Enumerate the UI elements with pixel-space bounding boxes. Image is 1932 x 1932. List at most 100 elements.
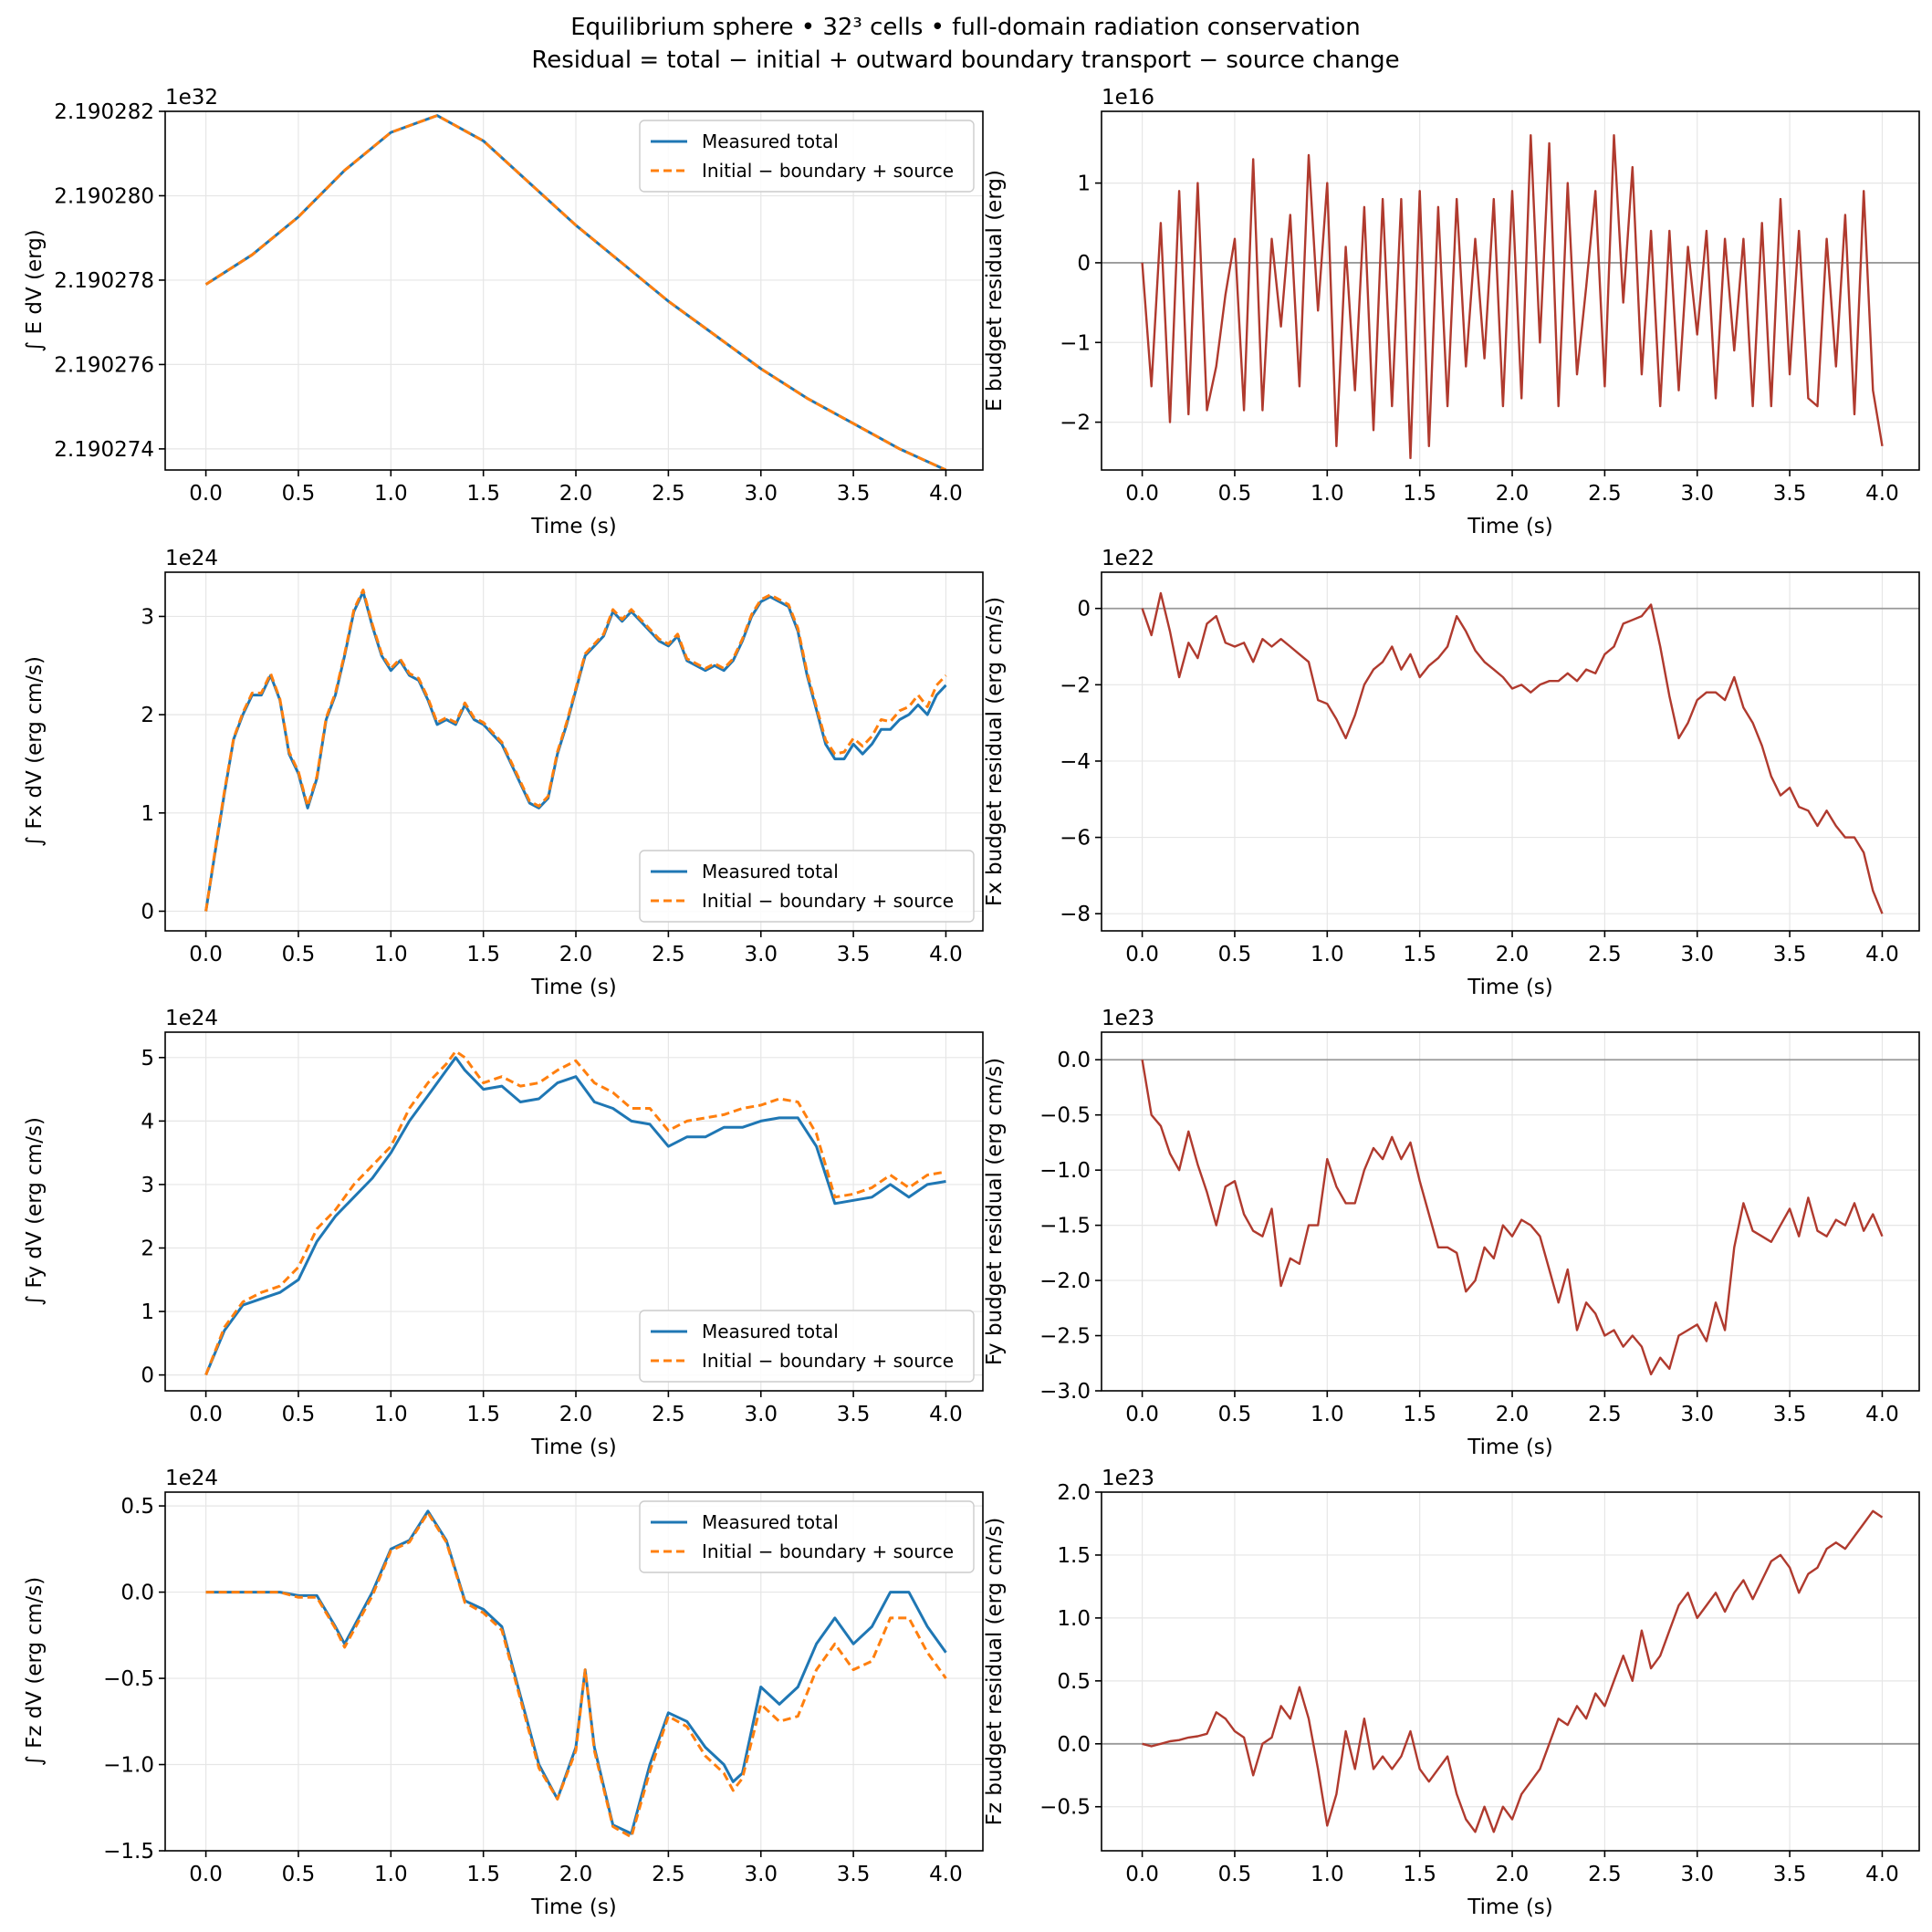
predicted-series-line bbox=[204, 114, 947, 470]
figure-title-line1: Equilibrium sphere • 32³ cells • full-do… bbox=[570, 14, 1360, 41]
x-tick-label: 0.5 bbox=[1218, 482, 1252, 506]
y-tick-label: 0 bbox=[141, 900, 154, 924]
x-tick-label: 0.5 bbox=[282, 1863, 316, 1886]
x-tick-label: 1.0 bbox=[1311, 1403, 1344, 1426]
x-tick-label: 2.5 bbox=[652, 1403, 685, 1426]
x-tick-label: 2.0 bbox=[1496, 943, 1530, 966]
y-tick-label: 2.0 bbox=[1057, 1481, 1091, 1505]
y-tick-label: −1.5 bbox=[103, 1840, 154, 1864]
x-tick-label: 1.0 bbox=[1311, 1863, 1344, 1886]
x-axis-label: Time (s) bbox=[530, 1436, 617, 1459]
axes-frame bbox=[164, 1491, 984, 1852]
x-tick-label: 0.5 bbox=[282, 482, 316, 506]
x-tick-label: 3.5 bbox=[1773, 943, 1807, 966]
x-tick-label: 4.0 bbox=[929, 1403, 963, 1426]
predicted-series-line bbox=[204, 1050, 946, 1376]
plot-area bbox=[1102, 1492, 1919, 1851]
subplot-grid: 0.0 0.5 1.0 1.5 2.0 2.5 3.0 3.5 4.0 2.190274 2.190… bbox=[23, 86, 1920, 1919]
y-axis-label: E budget residual (erg) bbox=[983, 170, 1007, 412]
residual-series-line bbox=[1142, 1509, 1884, 1833]
axes-frame bbox=[164, 110, 984, 471]
predicted-series-line bbox=[205, 1511, 947, 1839]
legend: Measured total Initial − boundary + sourc… bbox=[639, 1310, 975, 1383]
x-tick-label: 4.0 bbox=[1865, 943, 1899, 966]
x-tick-label: 3.5 bbox=[1773, 1403, 1807, 1426]
y-tick-label: 2.190282 bbox=[54, 100, 154, 124]
axes-frame bbox=[1101, 1491, 1920, 1852]
x-tick-label: 2.0 bbox=[559, 1863, 593, 1886]
y-tick-label: −1.5 bbox=[1039, 1215, 1091, 1238]
y-axis-label: Fz budget residual (erg cm/s) bbox=[983, 1518, 1007, 1826]
figure-title-line2: Residual = total − initial + outward bou… bbox=[531, 47, 1399, 74]
axis-offset-label: 1e22 bbox=[1102, 547, 1154, 570]
y-axis-label: ∫ Fz dV (erg cm/s) bbox=[23, 1577, 47, 1766]
x-tick-label: 3.5 bbox=[837, 943, 871, 966]
residual-series-line bbox=[1141, 1060, 1884, 1376]
y-tick-label: 2.190280 bbox=[54, 184, 154, 208]
axis-offset-label: 1e23 bbox=[1102, 1007, 1154, 1030]
subplot-E_total: 0.0 0.5 1.0 1.5 2.0 2.5 3.0 3.5 4.0 2.190274 2.190… bbox=[23, 86, 984, 538]
y-tick-label: −2.0 bbox=[1039, 1269, 1091, 1293]
legend-entry-label: Measured total bbox=[702, 131, 839, 152]
axes-frame bbox=[164, 1031, 984, 1392]
x-tick-label: 0.0 bbox=[1125, 1403, 1159, 1426]
x-tick-label: 0.5 bbox=[282, 1403, 316, 1426]
y-tick-label: 2.190278 bbox=[54, 269, 154, 293]
x-axis-label: Time (s) bbox=[530, 1895, 617, 1919]
plot-area bbox=[1102, 111, 1919, 470]
y-tick-label: −0.5 bbox=[103, 1667, 154, 1691]
x-tick-label: 2.5 bbox=[1588, 1403, 1622, 1426]
x-tick-label: 0.0 bbox=[189, 1403, 223, 1426]
y-tick-label: −1.0 bbox=[103, 1754, 154, 1778]
x-tick-label: 3.0 bbox=[1680, 1403, 1714, 1426]
axes-frame bbox=[164, 571, 984, 932]
y-tick-label: 1 bbox=[141, 802, 154, 826]
x-tick-label: 1.0 bbox=[374, 1403, 408, 1426]
x-tick-label: 3.5 bbox=[1773, 1863, 1807, 1886]
axis-offset-label: 1e24 bbox=[165, 1007, 218, 1030]
x-tick-label: 1.5 bbox=[1403, 943, 1436, 966]
y-tick-label: −6 bbox=[1060, 827, 1091, 851]
y-tick-label: 1.0 bbox=[1057, 1607, 1091, 1631]
y-tick-label: 1.5 bbox=[1057, 1544, 1091, 1568]
x-tick-label: 1.0 bbox=[1311, 943, 1344, 966]
legend-entry-label: Measured total bbox=[702, 1511, 839, 1533]
x-tick-label: 0.5 bbox=[1218, 943, 1252, 966]
x-tick-label: 3.0 bbox=[744, 1863, 778, 1886]
x-tick-label: 4.0 bbox=[1865, 482, 1899, 506]
y-tick-label: 5 bbox=[141, 1047, 154, 1070]
y-tick-label: −1 bbox=[1060, 331, 1091, 355]
subplot-Fz_resid: 0.0 0.5 1.0 1.5 2.0 2.5 3.0 3.5 4.0 −0.5 0.0 0.5 1.0… bbox=[983, 1467, 1920, 1919]
y-axis-label: ∫ E dV (erg) bbox=[23, 229, 47, 352]
x-tick-label: 2.5 bbox=[652, 482, 685, 506]
y-tick-label: −2.5 bbox=[1039, 1325, 1091, 1349]
residual-series-line bbox=[1141, 133, 1884, 460]
y-tick-label: 3 bbox=[141, 1174, 154, 1197]
axes-frame bbox=[1101, 1031, 1920, 1392]
axes-frame bbox=[1101, 571, 1920, 932]
x-tick-label: 1.0 bbox=[374, 482, 408, 506]
legend: Measured total Initial − boundary + sourc… bbox=[639, 1500, 975, 1573]
x-tick-label: 1.5 bbox=[1403, 482, 1436, 506]
x-tick-label: 4.0 bbox=[929, 1863, 963, 1886]
x-tick-label: 3.0 bbox=[1680, 943, 1714, 966]
x-tick-label: 1.0 bbox=[1311, 482, 1344, 506]
x-axis-label: Time (s) bbox=[1467, 515, 1553, 538]
legend-entry-label: Initial − boundary + source bbox=[702, 1540, 954, 1562]
y-axis-label: Fy budget residual (erg cm/s) bbox=[983, 1058, 1007, 1365]
subplot-Fz_total: 0.0 0.5 1.0 1.5 2.0 2.5 3.0 3.5 4.0 −1.5 −1.0 −0.5 0… bbox=[23, 1467, 984, 1919]
axis-offset-label: 1e23 bbox=[1102, 1467, 1154, 1490]
legend-entry-label: Measured total bbox=[702, 861, 839, 882]
y-tick-label: −0.5 bbox=[1039, 1104, 1091, 1128]
y-tick-label: −4 bbox=[1060, 750, 1091, 774]
axis-offset-label: 1e24 bbox=[165, 547, 218, 570]
x-tick-label: 3.0 bbox=[744, 1403, 778, 1426]
x-tick-label: 1.0 bbox=[374, 943, 408, 966]
x-tick-label: 0.0 bbox=[189, 482, 223, 506]
x-tick-label: 1.5 bbox=[466, 943, 500, 966]
x-tick-label: 1.5 bbox=[1403, 1863, 1436, 1886]
legend-box bbox=[639, 850, 975, 923]
x-tick-label: 2.0 bbox=[1496, 1403, 1530, 1426]
x-axis-label: Time (s) bbox=[530, 976, 617, 999]
